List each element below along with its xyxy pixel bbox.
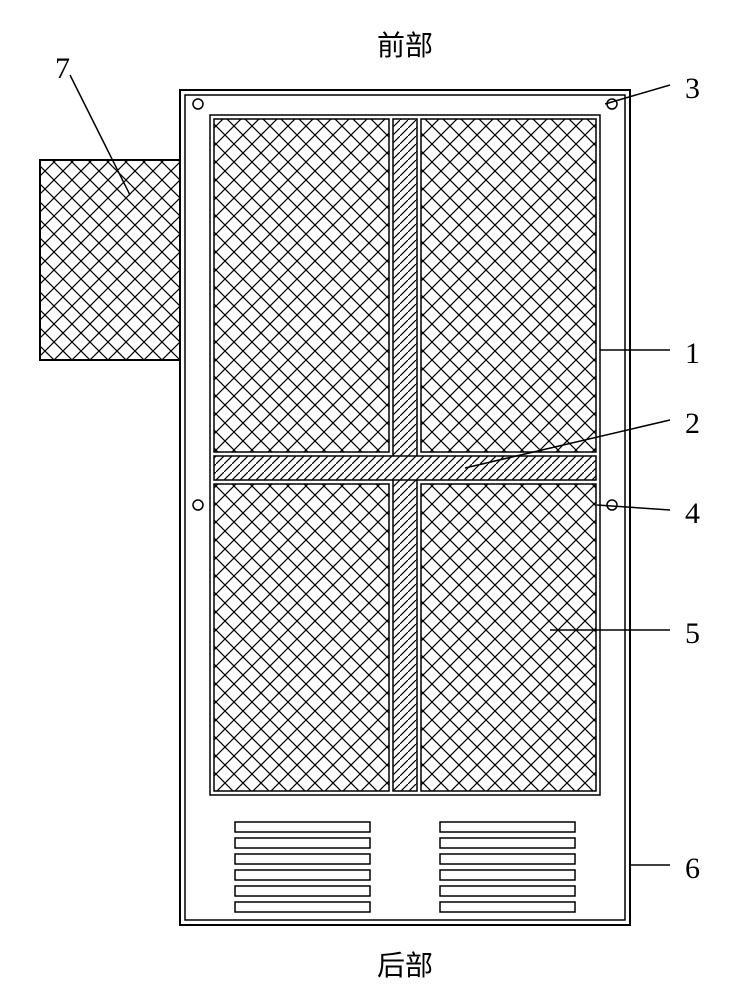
screw-hole-3	[193, 500, 203, 510]
callout-num-7: 7	[55, 52, 70, 85]
callout-num-2: 2	[685, 407, 700, 440]
vent-slot-right-5	[440, 886, 575, 896]
cross-vertical	[393, 119, 417, 791]
vent-slot-right-3	[440, 854, 575, 864]
callout-num-6: 6	[685, 852, 700, 885]
vent-slot-right-4	[440, 870, 575, 880]
side-block	[40, 160, 180, 360]
vent-slot-left-4	[235, 870, 370, 880]
mesh-panel-2	[421, 119, 596, 452]
vent-slot-right-6	[440, 902, 575, 912]
callout-num-4: 4	[685, 497, 700, 530]
mesh-panel-1	[214, 119, 389, 452]
screw-hole-1	[193, 99, 203, 109]
callout-num-3: 3	[685, 72, 700, 105]
mesh-panel-3	[214, 484, 389, 791]
label-top: 前部	[377, 30, 433, 62]
vent-slot-left-2	[235, 838, 370, 848]
vent-slot-left-5	[235, 886, 370, 896]
vent-slot-left-1	[235, 822, 370, 832]
mesh-panel-4	[421, 484, 596, 791]
vent-slot-left-6	[235, 902, 370, 912]
vent-slot-right-2	[440, 838, 575, 848]
screw-hole-4	[607, 500, 617, 510]
vent-slot-left-3	[235, 854, 370, 864]
callout-num-5: 5	[685, 617, 700, 650]
callout-num-1: 1	[685, 337, 700, 370]
cross-horizontal	[214, 456, 596, 480]
label-bottom: 后部	[377, 950, 433, 982]
vent-slot-right-1	[440, 822, 575, 832]
